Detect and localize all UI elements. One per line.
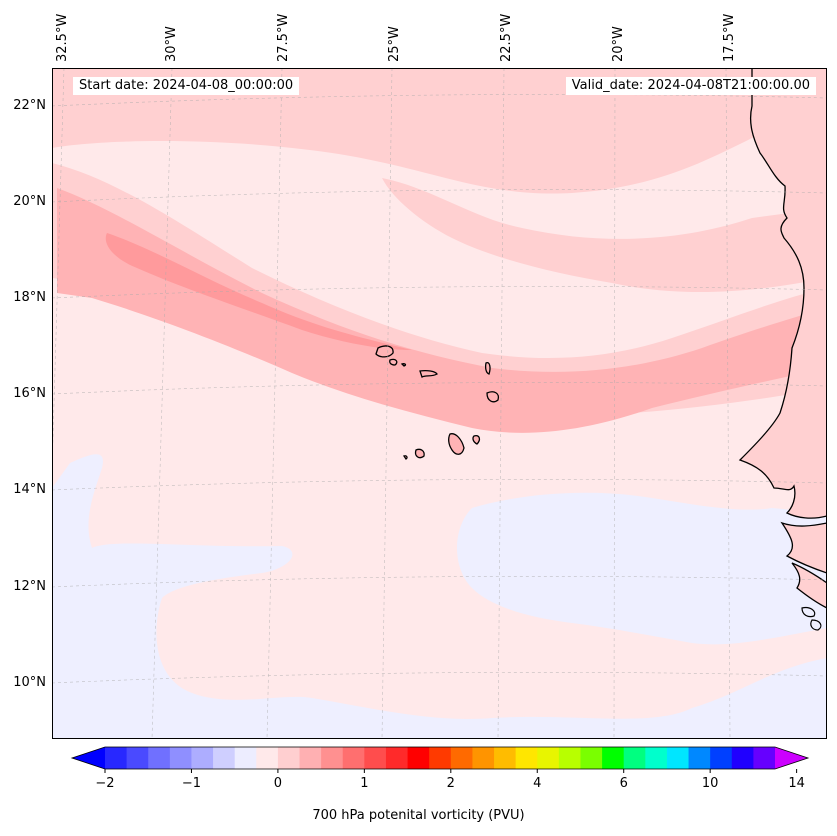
colorbar-cell <box>710 747 733 769</box>
fogo-island <box>414 448 425 459</box>
lat-label-14n: 14°N <box>13 482 46 497</box>
colorbar-cell <box>148 747 171 769</box>
colorbar-tick-label: 14 <box>788 776 805 791</box>
pv-band-core-inner <box>105 233 412 350</box>
colorbar-extend-min <box>72 747 105 769</box>
pv-field-map <box>52 68 827 739</box>
colorbar-cell <box>169 747 192 769</box>
colorbar-cell <box>753 747 776 769</box>
colorbar-cell <box>558 747 581 769</box>
sal-island <box>484 362 491 375</box>
meridian-27-5w <box>266 68 283 739</box>
colorbar-label: 700 hPa potenital vorticity (PVU) <box>312 808 525 823</box>
parallel-14n <box>52 479 827 491</box>
map-panel <box>52 68 827 739</box>
colorbar-cell <box>580 747 603 769</box>
colorbar-cell <box>213 747 236 769</box>
colorbar-cell <box>105 747 128 769</box>
lat-label-16n: 16°N <box>13 386 46 401</box>
colorbar-cell <box>256 747 279 769</box>
colorbar-cell <box>537 747 560 769</box>
colorbar-cell <box>277 747 301 769</box>
meridian-17-5w <box>725 68 731 739</box>
colorbar-cell <box>429 747 452 769</box>
pv-band-north <box>52 68 827 194</box>
lat-label-12n: 12°N <box>13 579 46 594</box>
africa-coastline <box>738 68 827 519</box>
colorbar-tick-label: −2 <box>95 776 114 791</box>
colorbar-cell <box>731 747 754 769</box>
santo-antao-island <box>375 345 394 358</box>
brava-island <box>402 455 408 460</box>
cape-verde-islands <box>375 345 500 460</box>
lat-label-20n: 20°N <box>13 194 46 209</box>
colorbar-cell <box>191 747 214 769</box>
graticule <box>52 68 827 739</box>
valid-date-label: Valid_date: 2024-04-08T21:00:00.00 <box>565 77 816 95</box>
bijagos-islands <box>801 606 822 631</box>
colorbar-cell <box>515 747 538 769</box>
west-africa-coast <box>780 521 827 574</box>
lat-label-18n: 18°N <box>13 290 46 305</box>
colorbar-cell <box>666 747 690 769</box>
negative-pv-region <box>52 454 827 739</box>
colorbar-cells <box>70 746 810 770</box>
colorbar-cell <box>234 747 257 769</box>
guinea-coast <box>791 562 827 609</box>
colorbar-cell <box>602 747 625 769</box>
lon-label-17-5w: 17.5°W <box>722 13 737 62</box>
colorbar-cell <box>623 747 646 769</box>
lat-label-10n: 10°N <box>13 675 46 690</box>
colorbar-cell <box>342 747 365 769</box>
pv-band-main <box>52 163 827 414</box>
colorbar-tick-label: 6 <box>620 776 628 791</box>
santiago-island <box>448 433 465 455</box>
colorbar-extend-max <box>775 747 808 769</box>
colorbar-cell <box>321 747 344 769</box>
colorbar-cell <box>407 747 430 769</box>
sao-vicente-island <box>389 358 398 366</box>
negative-pv-region-2 <box>457 492 827 645</box>
start-date-label: Start date: 2024-04-08_00:00:00 <box>73 77 300 95</box>
maio-island <box>472 434 481 445</box>
sao-nicolau-island <box>419 369 438 378</box>
meridian-30w <box>151 68 173 739</box>
colorbar-cell <box>688 747 711 769</box>
pv-band-core-outer <box>57 188 827 433</box>
colorbar: −2 −1 0 1 2 4 6 10 14 <box>70 746 810 791</box>
colorbar-cell <box>450 747 473 769</box>
colorbar-ticks: −2 −1 0 1 2 4 6 10 14 <box>95 769 805 791</box>
colorbar-cell <box>364 747 387 769</box>
lon-label-32-5w: 32.5°W <box>55 13 70 62</box>
colorbar-cell <box>385 747 409 769</box>
colorbar-cell <box>645 747 668 769</box>
colorbar-tick-label: −1 <box>182 776 201 791</box>
colorbar-cell <box>472 747 495 769</box>
meridian-22-5w <box>497 68 505 739</box>
colorbar-tick-label: 2 <box>447 776 455 791</box>
colorbar-tick-label: 10 <box>702 776 719 791</box>
colorbar-cell <box>126 747 149 769</box>
lat-label-22n: 22°N <box>13 98 46 113</box>
colorbar-tick-label: 0 <box>274 776 282 791</box>
meridian-25w <box>381 68 393 739</box>
lon-label-27-5w: 27.5°W <box>276 13 291 62</box>
colorbar-cell <box>299 747 322 769</box>
meridian-20w <box>613 68 616 739</box>
lon-label-25w: 25°W <box>387 26 402 62</box>
colorbar-cell <box>494 747 517 769</box>
lon-label-30w: 30°W <box>164 26 179 62</box>
lon-label-22-5w: 22.5°W <box>499 13 514 62</box>
pv-band-north-2 <box>382 178 827 293</box>
lon-label-20w: 20°W <box>611 26 626 62</box>
colorbar-tick-label: 1 <box>360 776 368 791</box>
colorbar-tick-label: 4 <box>533 776 541 791</box>
boa-vista-island <box>486 391 500 403</box>
santa-luzia-island <box>400 363 407 367</box>
